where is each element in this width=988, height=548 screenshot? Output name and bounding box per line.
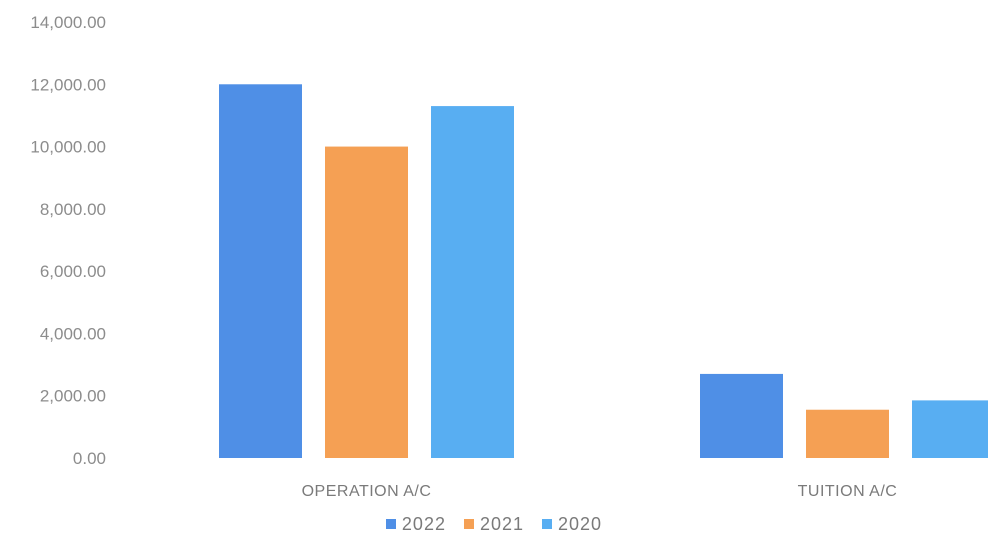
x-category-label: TUITION A/C [798, 483, 898, 500]
legend-swatch [463, 519, 474, 529]
y-tick-label: 8,000.00 [40, 200, 106, 219]
x-axis-category-labels: OPERATION A/C TUITION A/C [302, 483, 898, 500]
y-tick-label: 2,000.00 [40, 387, 106, 406]
bar-2022-1 [700, 373, 783, 458]
legend-swatch [542, 519, 553, 529]
chart-legend: 2022 2021 2020 [0, 512, 988, 536]
y-tick-label: 12,000.00 [30, 75, 106, 94]
y-tick-label: 0.00 [73, 449, 106, 468]
y-tick-label: 10,000.00 [30, 138, 106, 157]
legend-label: 2021 [479, 513, 525, 534]
legend-swatch [385, 519, 396, 529]
legend-label: 2020 [558, 513, 603, 534]
y-tick-label: 4,000.00 [40, 324, 106, 343]
legend-label: 2022 [401, 513, 446, 534]
y-tick-label: 14,000.00 [30, 13, 106, 32]
bar-2020-1 [912, 400, 988, 458]
bar-2020-0 [431, 106, 514, 458]
legend-item-2020: 2020 [542, 514, 602, 535]
bar-2021-0 [325, 146, 408, 459]
legend-item-2022: 2022 [385, 513, 446, 535]
x-category-label: OPERATION A/C [302, 483, 432, 500]
legend-item-2021: 2021 [463, 513, 525, 535]
y-axis-tick-labels: 0.00 2,000.00 4,000.00 6,000.00 8,000.00 10,0… [30, 13, 106, 468]
bar-2021-1 [806, 409, 889, 458]
chart-bars [219, 84, 988, 459]
bar-2022-0 [219, 84, 302, 459]
y-tick-label: 6,000.00 [40, 262, 106, 281]
